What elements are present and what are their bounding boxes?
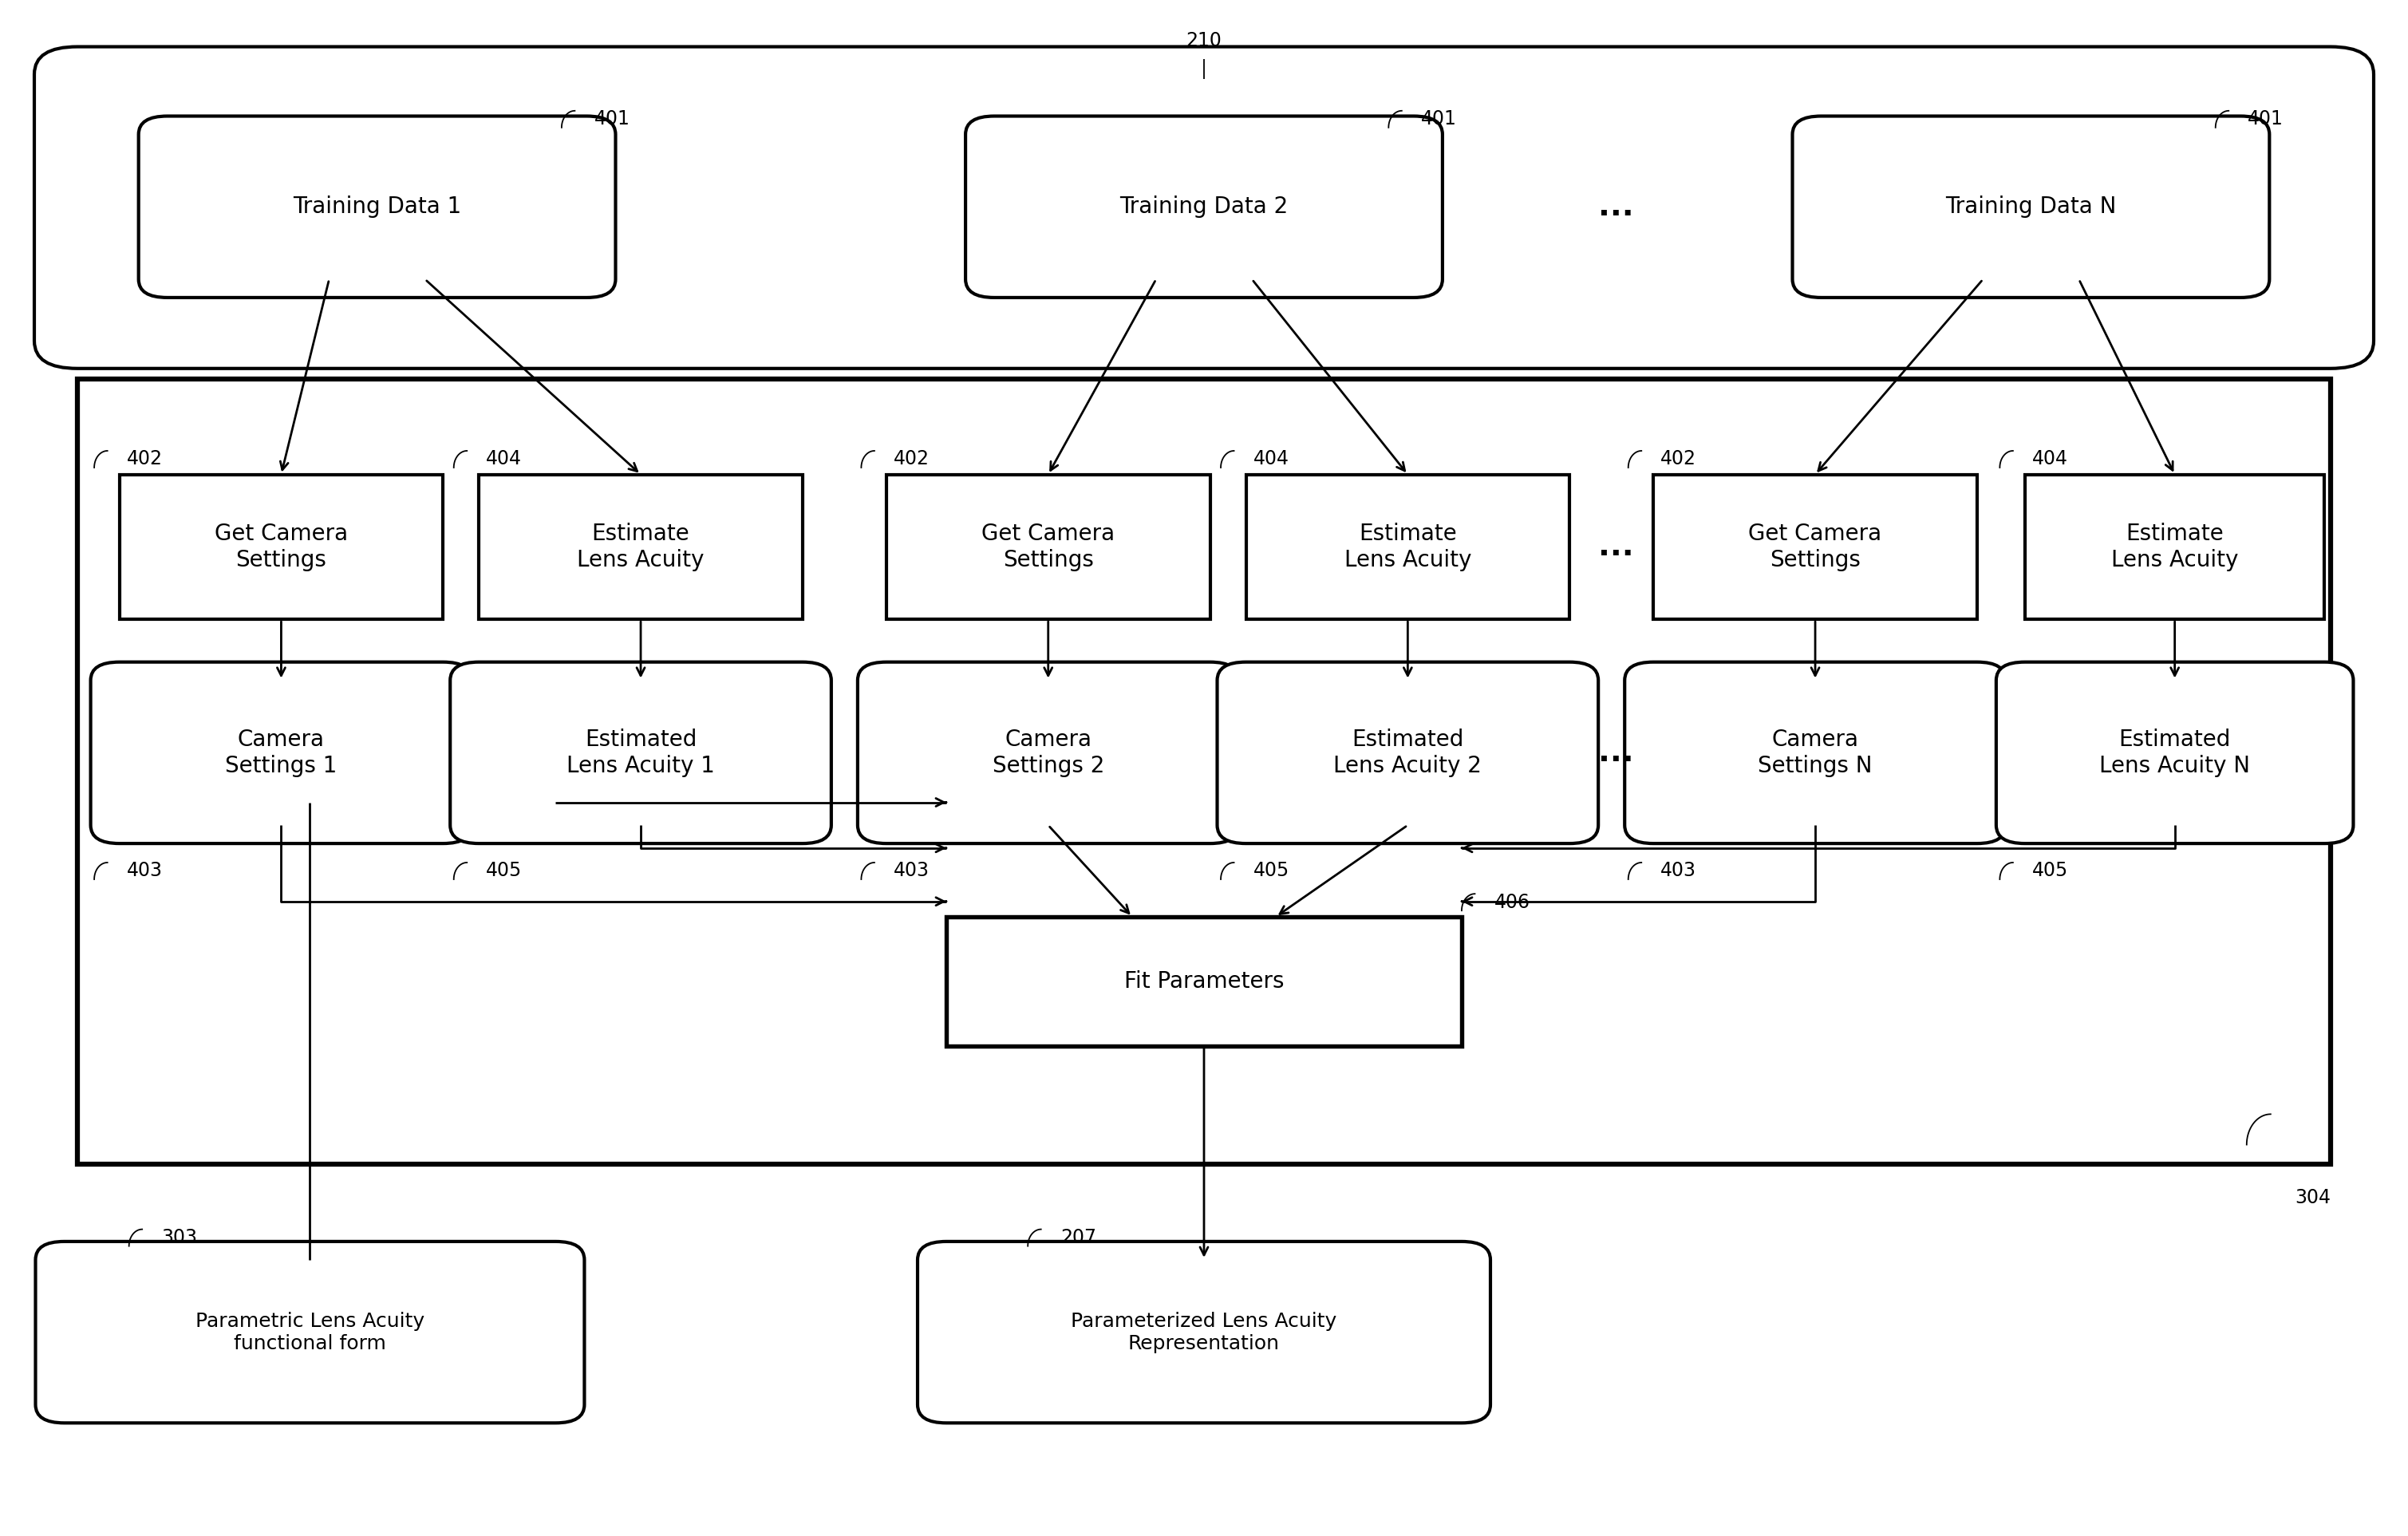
Text: Training Data 2: Training Data 2: [1120, 195, 1288, 218]
Text: Estimate
Lens Acuity: Estimate Lens Acuity: [2112, 522, 2239, 571]
Text: Parameterized Lens Acuity
Representation: Parameterized Lens Acuity Representation: [1072, 1312, 1336, 1353]
Text: Estimate
Lens Acuity: Estimate Lens Acuity: [1344, 522, 1471, 571]
FancyBboxPatch shape: [857, 662, 1238, 843]
Text: Estimated
Lens Acuity N: Estimated Lens Acuity N: [2100, 728, 2249, 777]
Text: 405: 405: [1252, 862, 1288, 880]
Text: Estimated
Lens Acuity 1: Estimated Lens Acuity 1: [566, 728, 715, 777]
Text: Fit Parameters: Fit Parameters: [1125, 971, 1283, 992]
Text: 207: 207: [1060, 1229, 1096, 1247]
Text: 403: 403: [893, 862, 929, 880]
Text: 401: 401: [1421, 109, 1457, 129]
Text: Get Camera
Settings: Get Camera Settings: [214, 522, 347, 571]
Text: 402: 402: [1662, 450, 1698, 468]
Text: ...: ...: [1599, 737, 1635, 768]
Text: ...: ...: [1599, 192, 1635, 223]
Bar: [2025, 475, 2324, 619]
Text: ...: ...: [1599, 531, 1635, 562]
Text: 405: 405: [486, 862, 523, 880]
Text: Get Camera
Settings: Get Camera Settings: [1748, 522, 1883, 571]
FancyBboxPatch shape: [1792, 117, 2268, 298]
Bar: [479, 475, 802, 619]
Text: 303: 303: [161, 1229, 197, 1247]
FancyBboxPatch shape: [92, 662, 472, 843]
Text: Camera
Settings 2: Camera Settings 2: [992, 728, 1105, 777]
Text: 402: 402: [128, 450, 161, 468]
Text: Camera
Settings 1: Camera Settings 1: [226, 728, 337, 777]
Text: Training Data 1: Training Data 1: [294, 195, 462, 218]
Text: 401: 401: [595, 109, 631, 129]
Text: Parametric Lens Acuity
functional form: Parametric Lens Acuity functional form: [195, 1312, 424, 1353]
Bar: [886, 475, 1209, 619]
FancyBboxPatch shape: [450, 662, 831, 843]
FancyBboxPatch shape: [1996, 662, 2353, 843]
FancyBboxPatch shape: [917, 1241, 1491, 1422]
Text: Estimated
Lens Acuity 2: Estimated Lens Acuity 2: [1334, 728, 1481, 777]
Text: 403: 403: [1662, 862, 1698, 880]
FancyBboxPatch shape: [1216, 662, 1599, 843]
FancyBboxPatch shape: [966, 117, 1442, 298]
Bar: [1654, 475, 1977, 619]
Text: 405: 405: [2032, 862, 2068, 880]
Bar: [946, 917, 1462, 1046]
Text: Get Camera
Settings: Get Camera Settings: [982, 522, 1115, 571]
Text: 403: 403: [128, 862, 161, 880]
Text: 402: 402: [893, 450, 929, 468]
Text: Camera
Settings N: Camera Settings N: [1758, 728, 1873, 777]
Bar: [1245, 475, 1570, 619]
Bar: [77, 379, 2331, 1164]
Text: 404: 404: [1252, 450, 1288, 468]
Text: 304: 304: [2295, 1189, 2331, 1207]
Text: 401: 401: [2247, 109, 2283, 129]
Text: 404: 404: [2032, 450, 2068, 468]
FancyBboxPatch shape: [1625, 662, 2006, 843]
Text: Estimate
Lens Acuity: Estimate Lens Acuity: [578, 522, 703, 571]
Text: Training Data N: Training Data N: [1946, 195, 2117, 218]
FancyBboxPatch shape: [140, 117, 616, 298]
Text: 404: 404: [486, 450, 523, 468]
Bar: [120, 475, 443, 619]
FancyBboxPatch shape: [34, 46, 2374, 369]
Text: 210: 210: [1187, 31, 1221, 51]
Text: 406: 406: [1493, 892, 1529, 912]
FancyBboxPatch shape: [36, 1241, 585, 1422]
